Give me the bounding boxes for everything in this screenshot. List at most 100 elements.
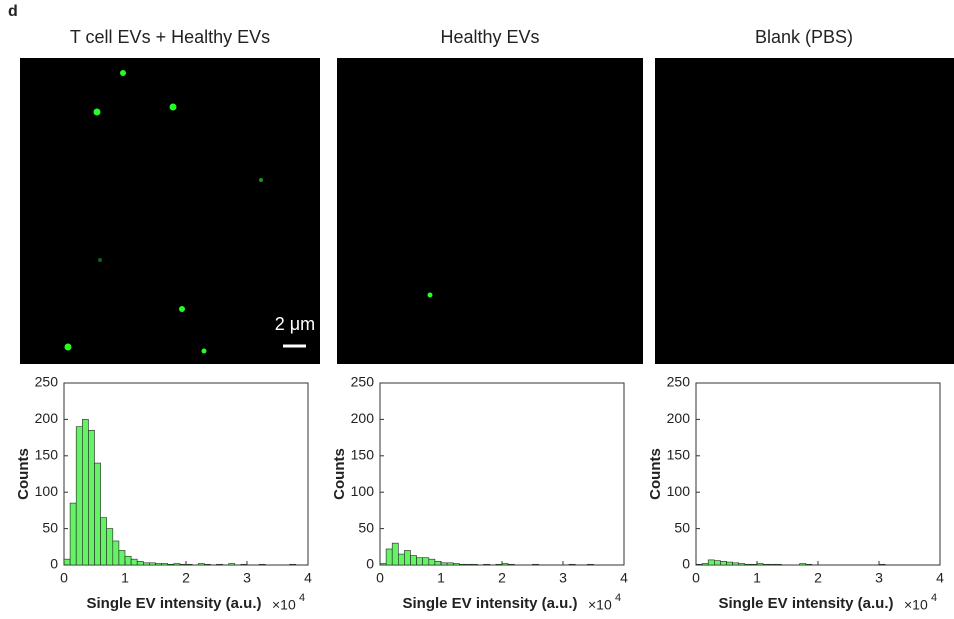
y-tick-label: 50 (674, 519, 690, 535)
bar (185, 563, 193, 566)
bar (63, 558, 71, 566)
bar (744, 563, 752, 566)
x-tick-label: 3 (243, 570, 251, 586)
bar (258, 563, 266, 566)
bar (416, 557, 424, 566)
y-tick-label: 250 (667, 374, 691, 390)
bar (738, 563, 746, 566)
bar (799, 563, 807, 566)
bar (75, 426, 83, 566)
y-tick-label: 0 (50, 556, 58, 572)
panel-title: Healthy EVs (440, 27, 539, 47)
bar (385, 548, 393, 566)
bar (446, 562, 454, 566)
bar (88, 430, 95, 566)
bar (69, 502, 77, 566)
bar (501, 563, 509, 566)
bar (440, 562, 448, 566)
bar (82, 419, 89, 566)
y-tick-label: 100 (35, 483, 59, 499)
bar (434, 561, 442, 566)
bar (161, 563, 169, 566)
y-tick-label: 200 (35, 410, 59, 426)
bar (106, 528, 114, 566)
y-axis-label: Counts (15, 448, 32, 500)
y-tick-label: 0 (366, 556, 374, 572)
scale-bar-label: 2 μm (275, 314, 315, 334)
bar (768, 563, 776, 566)
bar (507, 563, 515, 566)
panel-label: d (8, 3, 18, 20)
x-multiplier-exponent: 4 (299, 592, 305, 604)
x-tick-label: 1 (753, 570, 761, 586)
y-tick-label: 200 (351, 410, 375, 426)
y-axis-label: Counts (331, 448, 348, 500)
bar (173, 563, 181, 566)
bar (422, 557, 430, 566)
bar (707, 559, 715, 566)
bar (124, 555, 132, 566)
bar (397, 553, 405, 566)
bar (391, 542, 399, 566)
bar (471, 563, 478, 566)
bar (495, 563, 503, 566)
y-tick-label: 150 (351, 447, 375, 463)
y-tick-label: 200 (667, 410, 691, 426)
x-tick-label: 2 (498, 570, 506, 586)
bar (167, 563, 175, 566)
y-tick-label: 50 (42, 519, 58, 535)
bar (483, 563, 491, 566)
x-tick-label: 0 (376, 570, 384, 586)
panel-title: Blank (PBS) (755, 27, 853, 47)
x-tick-label: 3 (875, 570, 883, 586)
bar (240, 563, 248, 566)
x-axis-label: Single EV intensity (a.u.) (402, 595, 577, 612)
bar (428, 558, 436, 566)
micrograph (337, 58, 643, 364)
bar (410, 555, 417, 566)
bar (726, 561, 733, 566)
plot-frame (695, 382, 941, 566)
x-tick-label: 2 (814, 570, 822, 586)
bar (762, 563, 770, 566)
bar (216, 563, 223, 566)
x-tick-label: 0 (692, 570, 700, 586)
y-tick-label: 250 (35, 374, 59, 390)
y-tick-label: 100 (667, 483, 691, 499)
bar (587, 563, 594, 566)
x-tick-label: 4 (936, 570, 944, 586)
bar (228, 563, 236, 566)
bar (452, 563, 460, 566)
x-multiplier: ×10 (588, 597, 612, 613)
bar (155, 563, 162, 566)
x-tick-label: 4 (304, 570, 312, 586)
micrograph (655, 58, 954, 364)
x-multiplier: ×10 (904, 597, 928, 613)
bar (118, 550, 126, 566)
bar (197, 563, 205, 566)
x-multiplier-exponent: 4 (615, 592, 621, 604)
x-tick-label: 1 (437, 570, 445, 586)
bar (404, 550, 411, 566)
y-tick-label: 50 (358, 519, 374, 535)
y-tick-label: 0 (682, 556, 690, 572)
x-multiplier: ×10 (272, 597, 296, 613)
bar (112, 540, 120, 566)
bar (458, 563, 466, 566)
bar (720, 561, 727, 566)
bar (774, 563, 782, 566)
bar (532, 563, 539, 566)
x-tick-label: 3 (559, 570, 567, 586)
x-multiplier-exponent: 4 (931, 592, 937, 604)
y-tick-label: 250 (351, 374, 375, 390)
y-tick-label: 150 (35, 447, 59, 463)
bar (289, 563, 297, 566)
bar (204, 563, 211, 566)
bar (750, 563, 758, 566)
x-axis-label: Single EV intensity (a.u.) (86, 595, 261, 612)
bar (568, 563, 576, 566)
bar (732, 562, 739, 566)
x-axis-label: Single EV intensity (a.u.) (718, 595, 893, 612)
plot-frame (379, 382, 625, 566)
